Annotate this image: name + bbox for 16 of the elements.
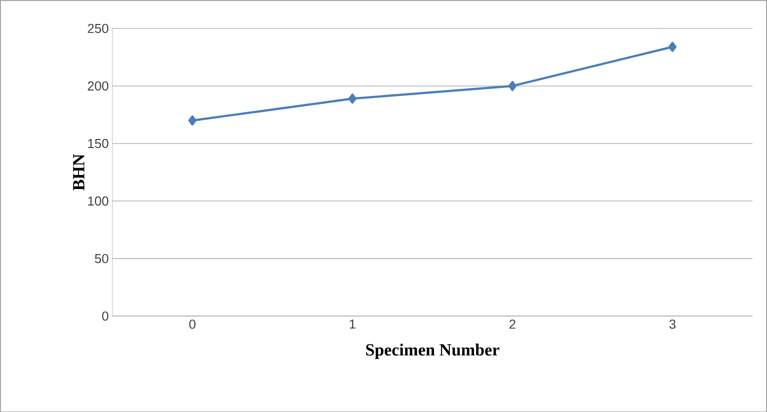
- y-tick-label: 100: [88, 196, 108, 206]
- point: [348, 93, 357, 104]
- y-tick-label: 200: [88, 81, 108, 90]
- y-tick-label: 0: [102, 311, 108, 320]
- x-tick-label: 2: [510, 319, 516, 328]
- point: [508, 80, 517, 91]
- point: [188, 115, 196, 126]
- x-axis-title: Specimen Number: [366, 343, 500, 359]
- x-tick-label: 0: [189, 319, 196, 329]
- point: [668, 42, 677, 52]
- y-tick-label: 250: [88, 24, 108, 33]
- x-tick-label: 3: [669, 319, 676, 329]
- x-tick-label: 1: [350, 319, 356, 328]
- y-tick-label: 50: [94, 254, 108, 263]
- y-axis-title: BHN: [73, 154, 84, 190]
- y-tick-label: 150: [88, 138, 108, 148]
